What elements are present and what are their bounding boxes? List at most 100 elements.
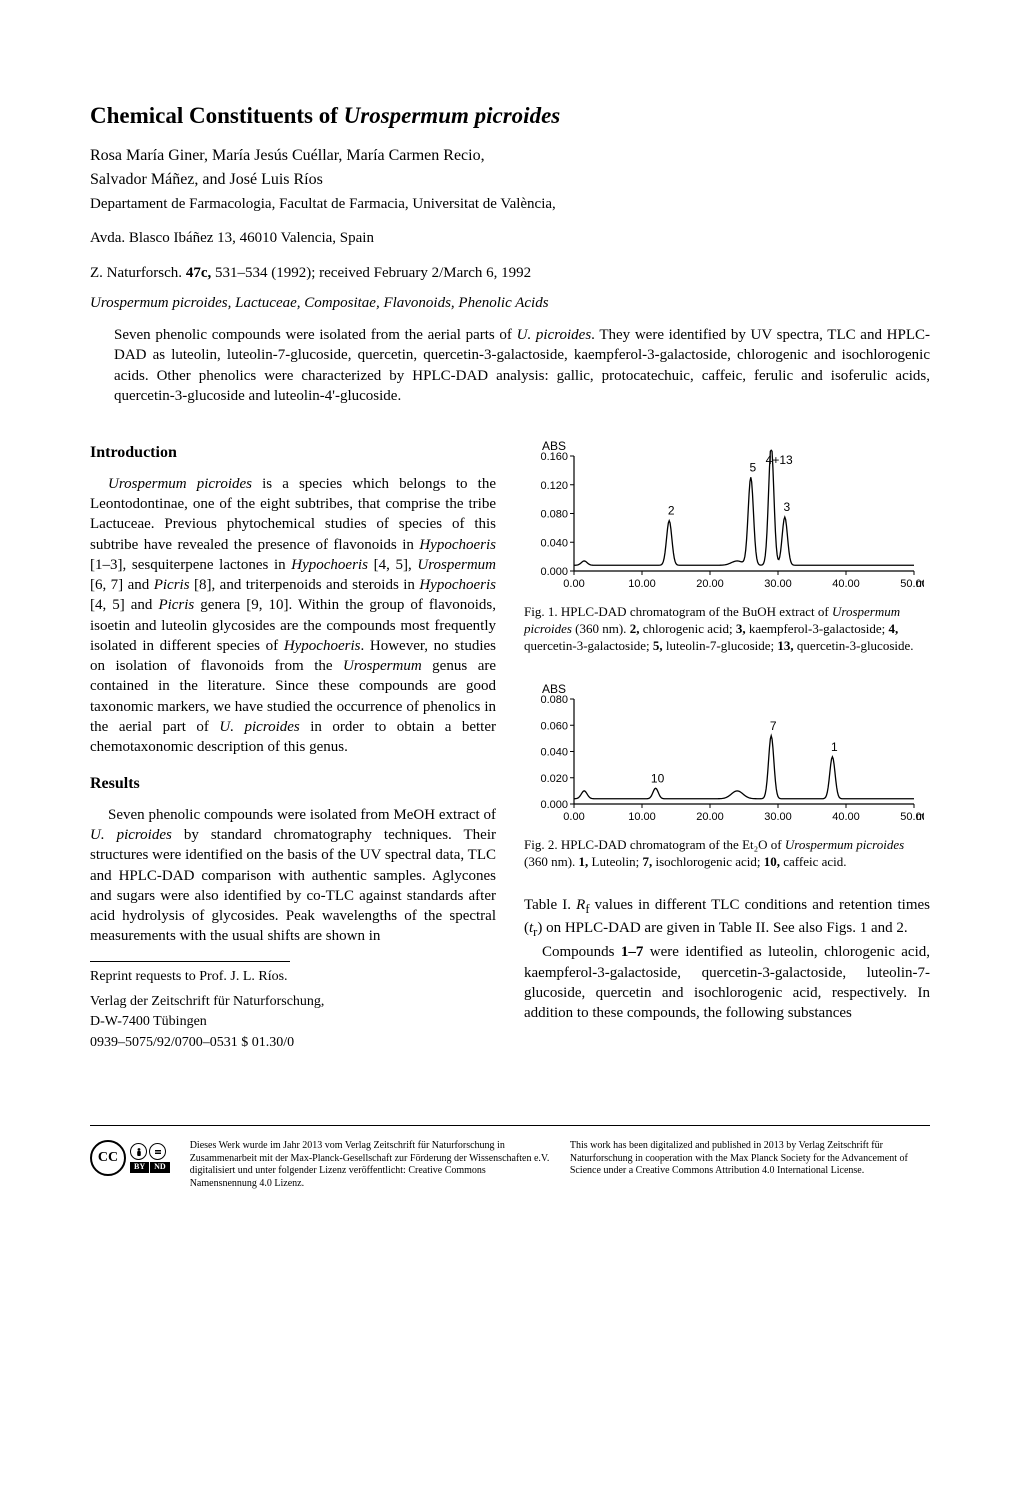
footer-row: CC BY ND Dieses Werk wurde im Jahr 2013 … <box>90 1140 930 1190</box>
heading-results: Results <box>90 773 496 795</box>
t: ) on HPLC-DAD are given in Table II. See… <box>537 920 907 936</box>
affiliation-line2: Avda. Blasco Ibáñez 13, 46010 Valencia, … <box>90 228 930 248</box>
svg-text:0.00: 0.00 <box>563 811 584 823</box>
svg-text:0.00: 0.00 <box>563 578 584 590</box>
t: Seven phenolic compounds were isolated f… <box>108 807 496 823</box>
t: Urospermum picroides <box>108 476 252 492</box>
svg-text:10.00: 10.00 <box>628 811 656 823</box>
t: [4, 5] and <box>90 597 158 613</box>
svg-text:20.00: 20.00 <box>696 811 724 823</box>
figure-1-caption: Fig. 1. HPLC-DAD chromatogram of the BuO… <box>524 604 930 655</box>
right-column: ABS0.0000.0400.0800.1200.1600.0010.0020.… <box>524 436 930 1055</box>
t: U. picroides <box>219 719 299 735</box>
footer-divider <box>90 1125 930 1126</box>
figure-2-chart: ABS0.0000.0200.0400.0600.0800.0010.0020.… <box>524 679 930 829</box>
svg-text:0.120: 0.120 <box>540 480 568 492</box>
svg-text:0.040: 0.040 <box>540 746 568 758</box>
t: [6, 7] and <box>90 577 154 593</box>
svg-text:0.000: 0.000 <box>540 566 568 578</box>
t: Hypochoeris <box>291 557 368 573</box>
svg-text:20.00: 20.00 <box>696 578 724 590</box>
abstract-text-b: U. picroides <box>517 327 592 343</box>
keywords: Urospermum picroides, Lactuceae, Composi… <box>90 293 930 313</box>
t: [4, 5], <box>368 557 417 573</box>
t: 1, <box>579 854 589 869</box>
footnote-divider <box>90 961 290 962</box>
t: 4, <box>889 621 899 636</box>
t: Compounds <box>542 944 621 960</box>
t: Picris <box>154 577 190 593</box>
t: 7, <box>642 854 652 869</box>
cc-by-label: BY <box>130 1162 149 1173</box>
results-paragraph: Seven phenolic compounds were isolated f… <box>90 805 496 947</box>
cc-icon: CC <box>90 1140 126 1176</box>
footnote-issn: 0939–5075/92/0700–0531 $ 01.30/0 <box>90 1034 496 1053</box>
cc-license-badge: CC BY ND <box>90 1140 170 1176</box>
svg-text:10: 10 <box>651 771 665 785</box>
t: [8], and triterpenoids and steroids in <box>190 577 420 593</box>
t: quercetin-3-glucoside. <box>794 638 914 653</box>
intro-paragraph: Urospermum picroides is a species which … <box>90 474 496 758</box>
t: [1–3], sesquiterpene lactones in <box>90 557 291 573</box>
t: (360 nm). <box>524 854 579 869</box>
footnote-reprint: Reprint requests to Prof. J. L. Ríos. <box>90 968 496 987</box>
title-plain: Chemical Constituents of <box>90 103 344 128</box>
affiliation-line1: Departament de Farmacologia, Facultat de… <box>90 194 930 214</box>
footnote-verlag1: Verlag der Zeitschrift für Naturforschun… <box>90 993 496 1012</box>
t: 2, <box>630 621 640 636</box>
cc-nd-label: ND <box>150 1162 170 1173</box>
right-text-tables: Table I. Rf values in different TLC cond… <box>524 895 930 941</box>
t: luteolin-7-glucoside; <box>663 638 778 653</box>
svg-text:30.00: 30.00 <box>764 578 792 590</box>
svg-text:min: min <box>916 578 924 590</box>
t: Luteolin; <box>588 854 642 869</box>
t: Urospermum <box>343 658 422 674</box>
authors-line2: Salvador Máñez, and José Luis Ríos <box>90 169 930 191</box>
t: Fig. 1. HPLC-DAD chromatogram of the BuO… <box>524 604 832 619</box>
t: 10, <box>764 854 780 869</box>
abstract-text-a: Seven phenolic compounds were isolated f… <box>114 327 517 343</box>
title-italic: Urospermum picroides <box>344 103 561 128</box>
svg-text:40.00: 40.00 <box>832 811 860 823</box>
chart2-svg: ABS0.0000.0200.0400.0600.0800.0010.0020.… <box>524 679 924 829</box>
t: Table I. <box>524 897 576 913</box>
abstract: Seven phenolic compounds were isolated f… <box>114 325 930 406</box>
t: 13, <box>777 638 793 653</box>
svg-text:10.00: 10.00 <box>628 578 656 590</box>
t: R <box>576 897 585 913</box>
t: caffeic acid. <box>780 854 847 869</box>
journal-ref: Z. Naturforsch. 47c, 531–534 (1992); rec… <box>90 263 930 283</box>
svg-text:0.080: 0.080 <box>540 694 568 706</box>
t: 5, <box>653 638 663 653</box>
svg-text:40.00: 40.00 <box>832 578 860 590</box>
left-column: Introduction Urospermum picroides is a s… <box>90 436 496 1055</box>
right-text-compounds: Compounds 1–7 were identified as luteoli… <box>524 942 930 1023</box>
chart1-svg: ABS0.0000.0400.0800.1200.1600.0010.0020.… <box>524 436 924 596</box>
svg-text:0.060: 0.060 <box>540 720 568 732</box>
svg-text:4+13: 4+13 <box>766 453 793 467</box>
svg-text:0.160: 0.160 <box>540 451 568 463</box>
t: Fig. 2. HPLC-DAD chromatogram of the Et₂… <box>524 837 785 852</box>
svg-text:0.020: 0.020 <box>540 773 568 785</box>
figure-1-chart: ABS0.0000.0400.0800.1200.1600.0010.0020.… <box>524 436 930 596</box>
svg-text:30.00: 30.00 <box>764 811 792 823</box>
svg-text:3: 3 <box>783 500 790 514</box>
svg-text:2: 2 <box>668 504 675 518</box>
svg-text:1: 1 <box>831 740 838 754</box>
t: 3, <box>736 621 746 636</box>
t: 1–7 <box>621 944 644 960</box>
svg-text:0.000: 0.000 <box>540 799 568 811</box>
t: Hypochoeris <box>419 537 496 553</box>
t: Urospermum <box>417 557 496 573</box>
footer-text-de: Dieses Werk wurde im Jahr 2013 vom Verla… <box>190 1140 550 1190</box>
t: chlorogenic acid; <box>639 621 735 636</box>
t: kaempferol-3-galactoside; <box>746 621 889 636</box>
cc-by-icon <box>130 1143 147 1160</box>
cc-nd-icon <box>149 1143 166 1160</box>
t: isochlorogenic acid; <box>652 854 764 869</box>
two-column-body: Introduction Urospermum picroides is a s… <box>90 436 930 1055</box>
footer-text-en: This work has been digitalized and publi… <box>570 1140 930 1178</box>
heading-introduction: Introduction <box>90 442 496 464</box>
t: Urospermum picroides <box>785 837 904 852</box>
t: U. picroides <box>90 827 172 843</box>
